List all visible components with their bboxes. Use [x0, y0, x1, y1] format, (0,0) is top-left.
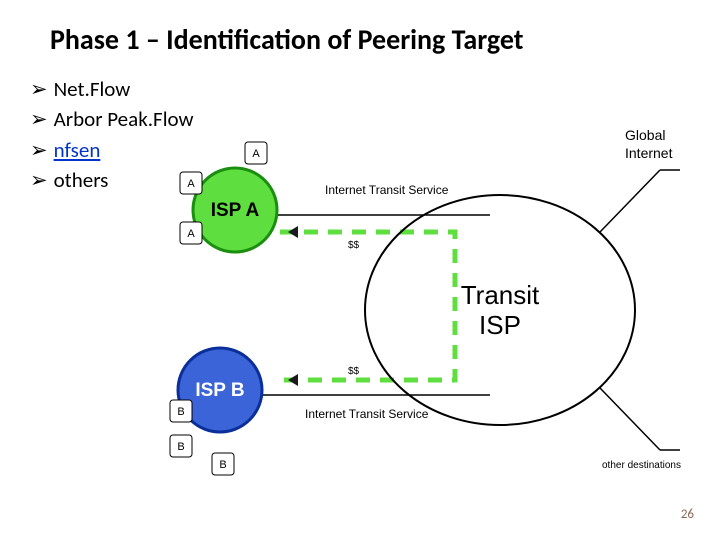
svg-text:Internet: Internet: [625, 145, 673, 161]
svg-text:A: A: [252, 148, 260, 160]
svg-text:B: B: [177, 406, 184, 418]
bullet-marker: ➢: [30, 74, 48, 104]
svg-text:Transit: Transit: [461, 280, 540, 310]
svg-text:ISP: ISP: [479, 310, 521, 340]
bullet-text: others: [54, 165, 109, 195]
network-diagram: ISP A ISP B TransitISP A A A B B B Internet Trans…: [150, 120, 690, 490]
bullet-text: Net.Flow: [54, 74, 131, 104]
svg-text:B: B: [219, 459, 226, 471]
svg-text:$$: $$: [348, 366, 360, 377]
bullet-marker: ➢: [30, 104, 48, 134]
svg-text:Internet Transit Service: Internet Transit Service: [325, 183, 449, 197]
list-item: ➢ Net.Flow: [30, 74, 194, 104]
svg-text:other destinations: other destinations: [602, 460, 681, 471]
svg-text:A: A: [187, 178, 195, 190]
bullet-link[interactable]: nfsen: [54, 135, 101, 165]
svg-text:B: B: [177, 441, 184, 453]
page-number: 26: [681, 507, 694, 522]
bullet-marker: ➢: [30, 165, 48, 195]
svg-text:ISP B: ISP B: [195, 380, 244, 401]
svg-text:Internet Transit Service: Internet Transit Service: [305, 407, 429, 421]
svg-text:ISP A: ISP A: [211, 200, 260, 221]
svg-text:$$: $$: [348, 240, 360, 251]
bullet-marker: ➢: [30, 135, 48, 165]
svg-text:Global: Global: [625, 127, 665, 143]
slide-title: Phase 1 – Identification of Peering Targ…: [50, 22, 523, 57]
svg-text:A: A: [187, 228, 195, 240]
